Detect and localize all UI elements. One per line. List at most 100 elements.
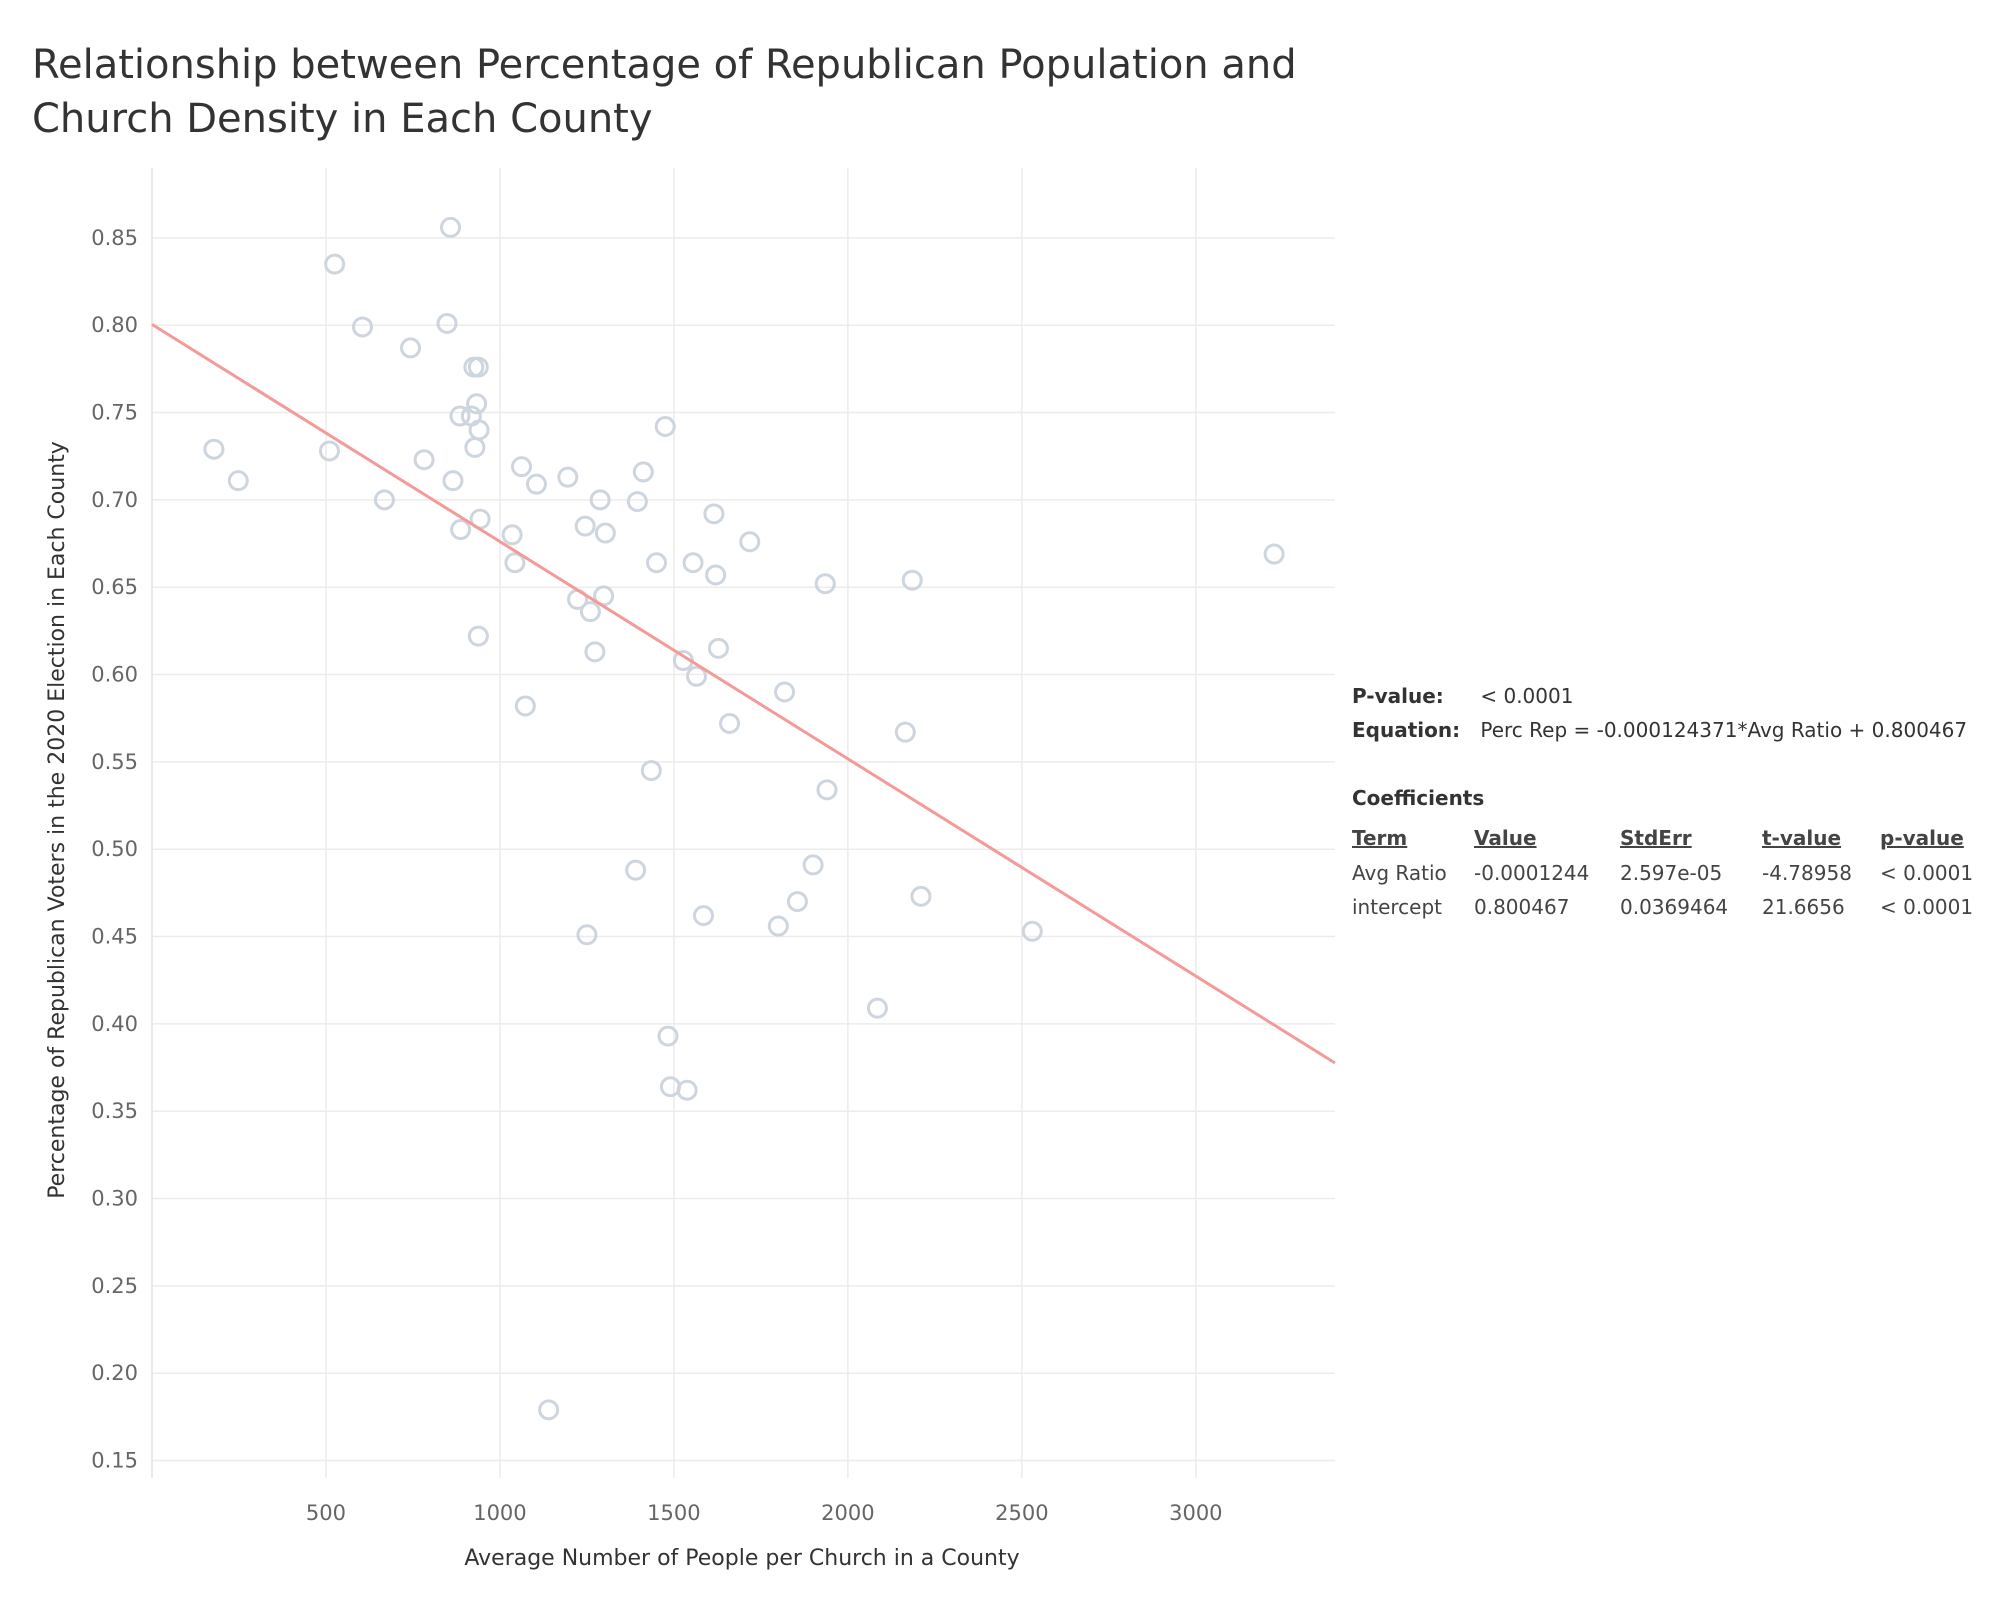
y-tick-label: 0.55 <box>91 750 138 774</box>
data-point <box>767 915 789 937</box>
data-point <box>450 519 472 541</box>
equation-value: Perc Rep = -0.000124371*Avg Ratio + 0.80… <box>1480 718 1968 742</box>
table-row: Avg Ratio -0.0001244 2.597e-05 -4.78958 … <box>1352 856 1995 890</box>
data-point <box>703 503 725 525</box>
data-point <box>910 885 932 907</box>
value-cell: -0.0001244 <box>1474 861 1590 885</box>
stderr-cell: 2.597e-05 <box>1620 861 1723 885</box>
stderr-cell: 0.0369464 <box>1620 895 1729 919</box>
grid <box>152 168 1335 1478</box>
data-point <box>626 491 648 513</box>
data-point <box>352 316 374 338</box>
data-point <box>584 641 606 663</box>
data-point <box>802 854 824 876</box>
data-point <box>511 456 533 478</box>
y-tick-label: 0.75 <box>91 401 138 425</box>
col-header-tvalue: t-value <box>1762 826 1842 850</box>
data-point <box>576 924 598 946</box>
data-point <box>1263 543 1285 565</box>
pvalue-label: P-value: <box>1352 684 1444 708</box>
data-point <box>739 531 761 553</box>
data-point <box>686 665 708 687</box>
data-point <box>436 312 458 334</box>
data-point <box>654 416 676 438</box>
data-point <box>682 552 704 574</box>
data-point <box>707 637 729 659</box>
data-point <box>442 470 464 492</box>
data-point <box>589 489 611 511</box>
y-tick-label: 0.60 <box>91 663 138 687</box>
data-point <box>786 891 808 913</box>
y-tick-label: 0.40 <box>91 1012 138 1036</box>
pvalue-line: P-value: < 0.0001 <box>1352 684 1573 708</box>
data-point <box>373 489 395 511</box>
data-point <box>579 601 601 623</box>
y-tick-label: 0.85 <box>91 226 138 250</box>
y-tick-label: 0.25 <box>91 1274 138 1298</box>
y-tick-label: 0.45 <box>91 925 138 949</box>
data-point <box>557 466 579 488</box>
y-tick-label: 0.30 <box>91 1187 138 1211</box>
y-tick-label: 0.65 <box>91 575 138 599</box>
col-header-pvalue: p-value <box>1880 826 1964 850</box>
chart-title: Relationship between Percentage of Repub… <box>32 42 1297 142</box>
data-point <box>866 997 888 1019</box>
data-point <box>894 721 916 743</box>
data-point <box>692 905 714 927</box>
data-point <box>676 1079 698 1101</box>
data-point <box>816 779 838 801</box>
data-point <box>318 440 340 462</box>
col-header-stderr: StdErr <box>1620 826 1692 850</box>
data-point <box>659 1076 681 1098</box>
y-tick-label: 0.80 <box>91 313 138 337</box>
data-point <box>705 564 727 586</box>
data-point <box>1021 920 1043 942</box>
x-tick-label: 3000 <box>1169 1501 1222 1525</box>
table-row: intercept 0.800467 0.0369464 21.6656 < 0… <box>1352 890 1995 924</box>
tvalue-cell: -4.78958 <box>1762 861 1852 885</box>
data-point <box>203 438 225 460</box>
x-axis-label: Average Number of People per Church in a… <box>464 1546 1019 1571</box>
y-tick-label: 0.35 <box>91 1099 138 1123</box>
data-point <box>594 522 616 544</box>
tvalue-cell: 21.6656 <box>1762 895 1845 919</box>
pvalue-cell: < 0.0001 <box>1880 861 1974 885</box>
y-tick-label: 0.70 <box>91 488 138 512</box>
pvalue-cell: < 0.0001 <box>1880 895 1974 919</box>
x-tick-label: 2000 <box>821 1501 874 1525</box>
data-point <box>467 625 489 647</box>
col-header-value: Value <box>1474 826 1537 850</box>
data-points <box>203 216 1285 1421</box>
pvalue-value: < 0.0001 <box>1480 684 1574 708</box>
x-tick-label: 1000 <box>473 1501 526 1525</box>
data-point <box>440 216 462 238</box>
data-point <box>466 393 488 415</box>
col-header-term: Term <box>1352 826 1408 850</box>
y-tick-label: 0.15 <box>91 1449 138 1473</box>
y-tick-label: 0.20 <box>91 1361 138 1385</box>
equation-label: Equation: <box>1352 718 1461 742</box>
data-point <box>324 253 346 275</box>
value-cell: 0.800467 <box>1474 895 1570 919</box>
data-point <box>449 405 471 427</box>
equation-line: Equation: Perc Rep = -0.000124371*Avg Ra… <box>1352 718 1967 742</box>
coefficients-title: Coefficients <box>1352 786 1485 810</box>
data-point <box>657 1025 679 1047</box>
data-point <box>814 573 836 595</box>
data-point <box>640 760 662 782</box>
data-point <box>719 712 741 734</box>
data-point <box>400 337 422 359</box>
data-point <box>901 569 923 591</box>
y-tick-label: 0.50 <box>91 837 138 861</box>
data-point <box>574 515 596 537</box>
data-point <box>468 419 490 441</box>
coefficients-table: Term Value StdErr t-value p-value Avg Ra… <box>1352 820 1995 924</box>
axes: 0.85 0.80 0.75 0.70 0.65 0.60 0.55 0.50 0.45 0.40… <box>91 168 1223 1525</box>
trend-line-group <box>151 323 1336 1065</box>
table-header-row: Term Value StdErr t-value p-value <box>1352 820 1995 856</box>
trend-line <box>151 323 1336 1065</box>
data-point <box>504 552 526 574</box>
term-cell: Avg Ratio <box>1352 861 1447 885</box>
data-point <box>632 461 654 483</box>
